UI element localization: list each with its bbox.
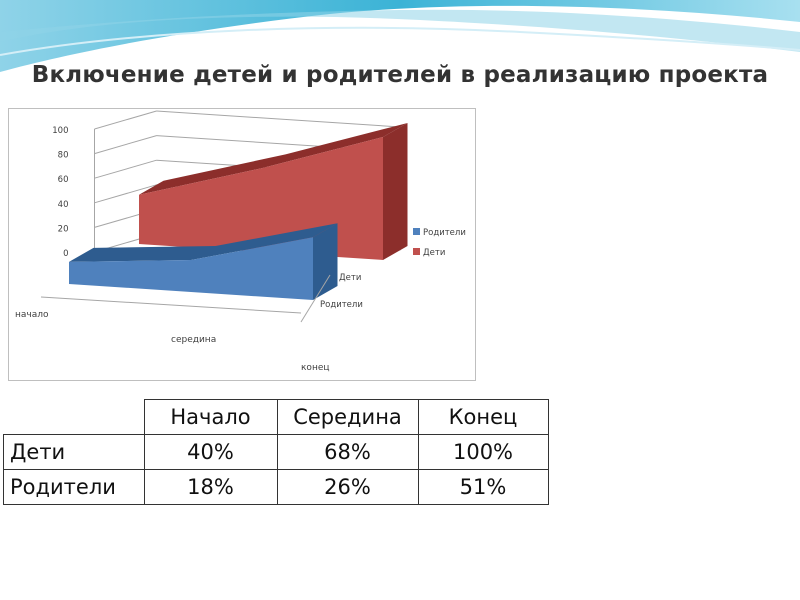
column-header-start: Начало [143, 399, 278, 435]
table-cell: 26% [276, 469, 419, 505]
legend-label: Дети [423, 248, 445, 258]
column-header-middle: Середина [276, 399, 419, 435]
table-cell: 18% [143, 469, 278, 505]
depth-axis-label: Дети [339, 273, 361, 283]
table-row: Дети 40% 68% 100% [3, 434, 549, 470]
legend-swatch [413, 228, 420, 235]
series-end-face [383, 123, 408, 260]
table-cell: 40% [143, 434, 278, 470]
series-top-face [69, 223, 338, 262]
series-end-face [313, 223, 338, 300]
row-label-children: Дети [3, 434, 145, 470]
x-axis-line [40, 296, 302, 314]
decorative-wave-background [0, 0, 800, 72]
table-cell: 100% [417, 434, 549, 470]
x-tick-label: начало [15, 310, 49, 320]
x-tick-label: середина [171, 335, 216, 345]
legend-swatch [413, 248, 420, 255]
y-tick-label: 100 [52, 126, 68, 136]
table-cell: 68% [276, 434, 419, 470]
depth-axis-label: Родители [320, 300, 363, 310]
series-top-face [139, 123, 408, 195]
gridline-back [156, 110, 401, 128]
series-area-parents [69, 237, 313, 300]
table-header-row: Начало Середина Конец [3, 399, 549, 435]
gridline-side [94, 110, 157, 130]
data-table: Начало Середина Конец Дети 40% 68% 100% … [3, 399, 549, 505]
y-tick-label: 60 [58, 175, 69, 185]
area-chart-3d: 0 20 40 60 80 100 начало середина конец Дети Родит… [15, 110, 466, 373]
y-tick-label: 0 [63, 249, 68, 259]
table-corner-cell [3, 399, 145, 435]
gridline-side [94, 159, 157, 179]
y-tick-label: 40 [58, 200, 69, 210]
slide-title: Включение детей и родителей в реализацию… [31, 62, 769, 88]
column-header-end: Конец [417, 399, 549, 435]
y-tick-label: 80 [58, 151, 69, 161]
y-tick-label: 20 [58, 224, 69, 234]
table-cell: 51% [417, 469, 549, 505]
depth-axis-line [300, 274, 331, 323]
chart-area: 0 20 40 60 80 100 начало середина конец Дети Родит… [8, 108, 476, 381]
table-row: Родители 18% 26% 51% [3, 469, 549, 505]
gridline-side [94, 184, 157, 204]
row-label-parents: Родители [3, 469, 145, 505]
x-tick-label: конец [301, 363, 330, 373]
gridline-side [94, 135, 157, 155]
legend-label: Родители [423, 228, 466, 238]
